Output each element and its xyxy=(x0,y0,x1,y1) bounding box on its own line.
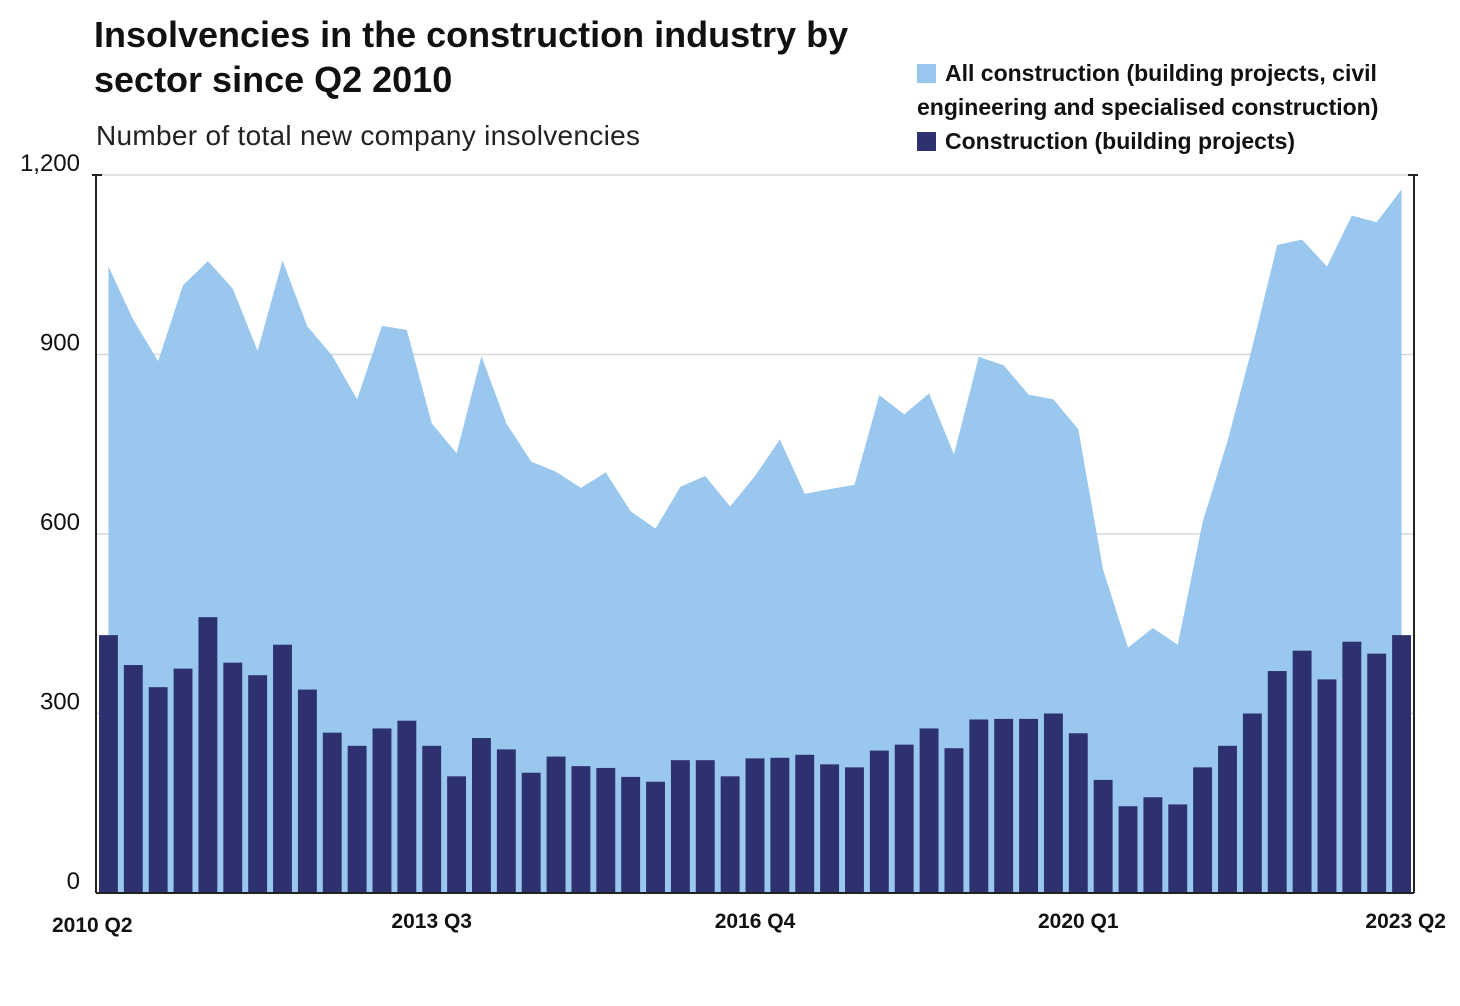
x-tick-label-2010-q2: 2010 Q2 xyxy=(52,914,133,937)
y-tick-label-0: 0 xyxy=(67,868,80,895)
bar-2013-q2[interactable] xyxy=(397,720,417,893)
bar-2016-q3[interactable] xyxy=(720,776,740,893)
bar-2020-q1[interactable] xyxy=(1068,733,1088,893)
bar-2023-q2[interactable] xyxy=(1392,635,1412,893)
bar-series xyxy=(98,617,1412,894)
bar-2016-q1[interactable] xyxy=(670,760,690,893)
bar-2019-q2[interactable] xyxy=(994,718,1014,893)
bar-2021-q3[interactable] xyxy=(1218,745,1237,893)
bar-2015-q4[interactable] xyxy=(646,781,665,893)
y-tick-label-600: 600 xyxy=(40,509,80,536)
bar-2012-q2[interactable] xyxy=(297,689,317,893)
legend-swatch-building-projects xyxy=(917,132,936,151)
x-tick-label-2016-q4: 2016 Q4 xyxy=(715,910,796,933)
bar-2011-q4[interactable] xyxy=(248,675,268,893)
bar-2020-q4[interactable] xyxy=(1143,797,1163,893)
bar-2011-q3[interactable] xyxy=(223,662,243,893)
bar-2014-q1[interactable] xyxy=(472,738,491,893)
y-tick-labels: 0 300 600 900 1,200 xyxy=(20,150,80,895)
bar-2014-q2[interactable] xyxy=(496,749,516,893)
bar-2015-q1[interactable] xyxy=(571,766,591,893)
bar-2011-q2[interactable] xyxy=(198,617,218,893)
bar-2012-q3[interactable] xyxy=(322,732,342,893)
bar-2018-q2[interactable] xyxy=(894,744,914,893)
legend-item-building-projects[interactable]: Construction (building projects) xyxy=(917,124,1437,158)
bar-2010-q4[interactable] xyxy=(148,687,168,893)
bar-2014-q3[interactable] xyxy=(521,772,541,893)
bar-2013-q1[interactable] xyxy=(372,728,392,893)
bar-2022-q2[interactable] xyxy=(1292,650,1312,893)
bar-2018-q4[interactable] xyxy=(944,748,964,893)
bar-2019-q1[interactable] xyxy=(969,719,989,893)
y-tick-label-1200: 1,200 xyxy=(20,150,80,177)
bar-2018-q1[interactable] xyxy=(869,750,889,893)
bar-2017-q3[interactable] xyxy=(820,764,840,893)
bar-2016-q4[interactable] xyxy=(745,758,765,893)
bar-2012-q4[interactable] xyxy=(347,745,367,893)
x-tick-labels: 2010 Q2 2013 Q3 2016 Q4 2020 Q1 2023 Q2 xyxy=(52,910,1446,937)
bar-2021-q1[interactable] xyxy=(1168,804,1188,893)
bar-2011-q1[interactable] xyxy=(173,668,193,893)
bar-2015-q3[interactable] xyxy=(621,776,641,893)
bar-2013-q3[interactable] xyxy=(422,745,442,893)
y-tick-label-300: 300 xyxy=(40,689,80,716)
bar-2022-q4[interactable] xyxy=(1342,641,1362,893)
bar-2020-q2[interactable] xyxy=(1093,779,1113,893)
x-tick-label-2020-q1: 2020 Q1 xyxy=(1038,910,1119,933)
bar-2017-q2[interactable] xyxy=(795,754,815,893)
bar-2010-q2[interactable] xyxy=(98,635,118,893)
bar-2013-q4[interactable] xyxy=(447,776,467,893)
legend-item-all-construction[interactable]: All construction (building projects, civ… xyxy=(917,56,1437,124)
chart-subtitle: Number of total new company insolvencies xyxy=(96,120,641,151)
bar-2022-q3[interactable] xyxy=(1317,679,1337,893)
bar-2017-q1[interactable] xyxy=(770,757,790,893)
legend: All construction (building projects, civ… xyxy=(917,56,1437,158)
bar-2015-q2[interactable] xyxy=(596,767,616,893)
bar-2023-q1[interactable] xyxy=(1367,653,1387,893)
area-series xyxy=(108,189,1402,894)
bar-2022-q1[interactable] xyxy=(1267,671,1287,893)
bar-2019-q3[interactable] xyxy=(1019,718,1038,893)
chart-title: Insolvencies in the construction industr… xyxy=(94,14,849,100)
bar-2012-q1[interactable] xyxy=(273,644,292,893)
area-all-construction xyxy=(108,189,1402,894)
bar-2017-q4[interactable] xyxy=(845,767,864,893)
legend-swatch-all-construction xyxy=(917,64,936,83)
y-tick-label-900: 900 xyxy=(40,330,80,357)
legend-label-building-projects: Construction (building projects) xyxy=(945,128,1296,154)
bar-2021-q2[interactable] xyxy=(1193,767,1213,893)
x-tick-label-2023-q2: 2023 Q2 xyxy=(1365,910,1446,933)
bar-2021-q4[interactable] xyxy=(1242,713,1262,894)
legend-label-all-construction: All construction (building projects, civ… xyxy=(917,60,1379,120)
x-tick-label-2013-q3: 2013 Q3 xyxy=(391,910,472,933)
bar-2020-q3[interactable] xyxy=(1118,806,1138,893)
bar-2014-q4[interactable] xyxy=(546,756,566,893)
bar-2018-q3[interactable] xyxy=(919,728,939,893)
axes xyxy=(92,174,1418,894)
bar-2016-q2[interactable] xyxy=(695,760,715,893)
bar-2010-q3[interactable] xyxy=(123,665,143,893)
bar-2019-q4[interactable] xyxy=(1043,713,1063,894)
